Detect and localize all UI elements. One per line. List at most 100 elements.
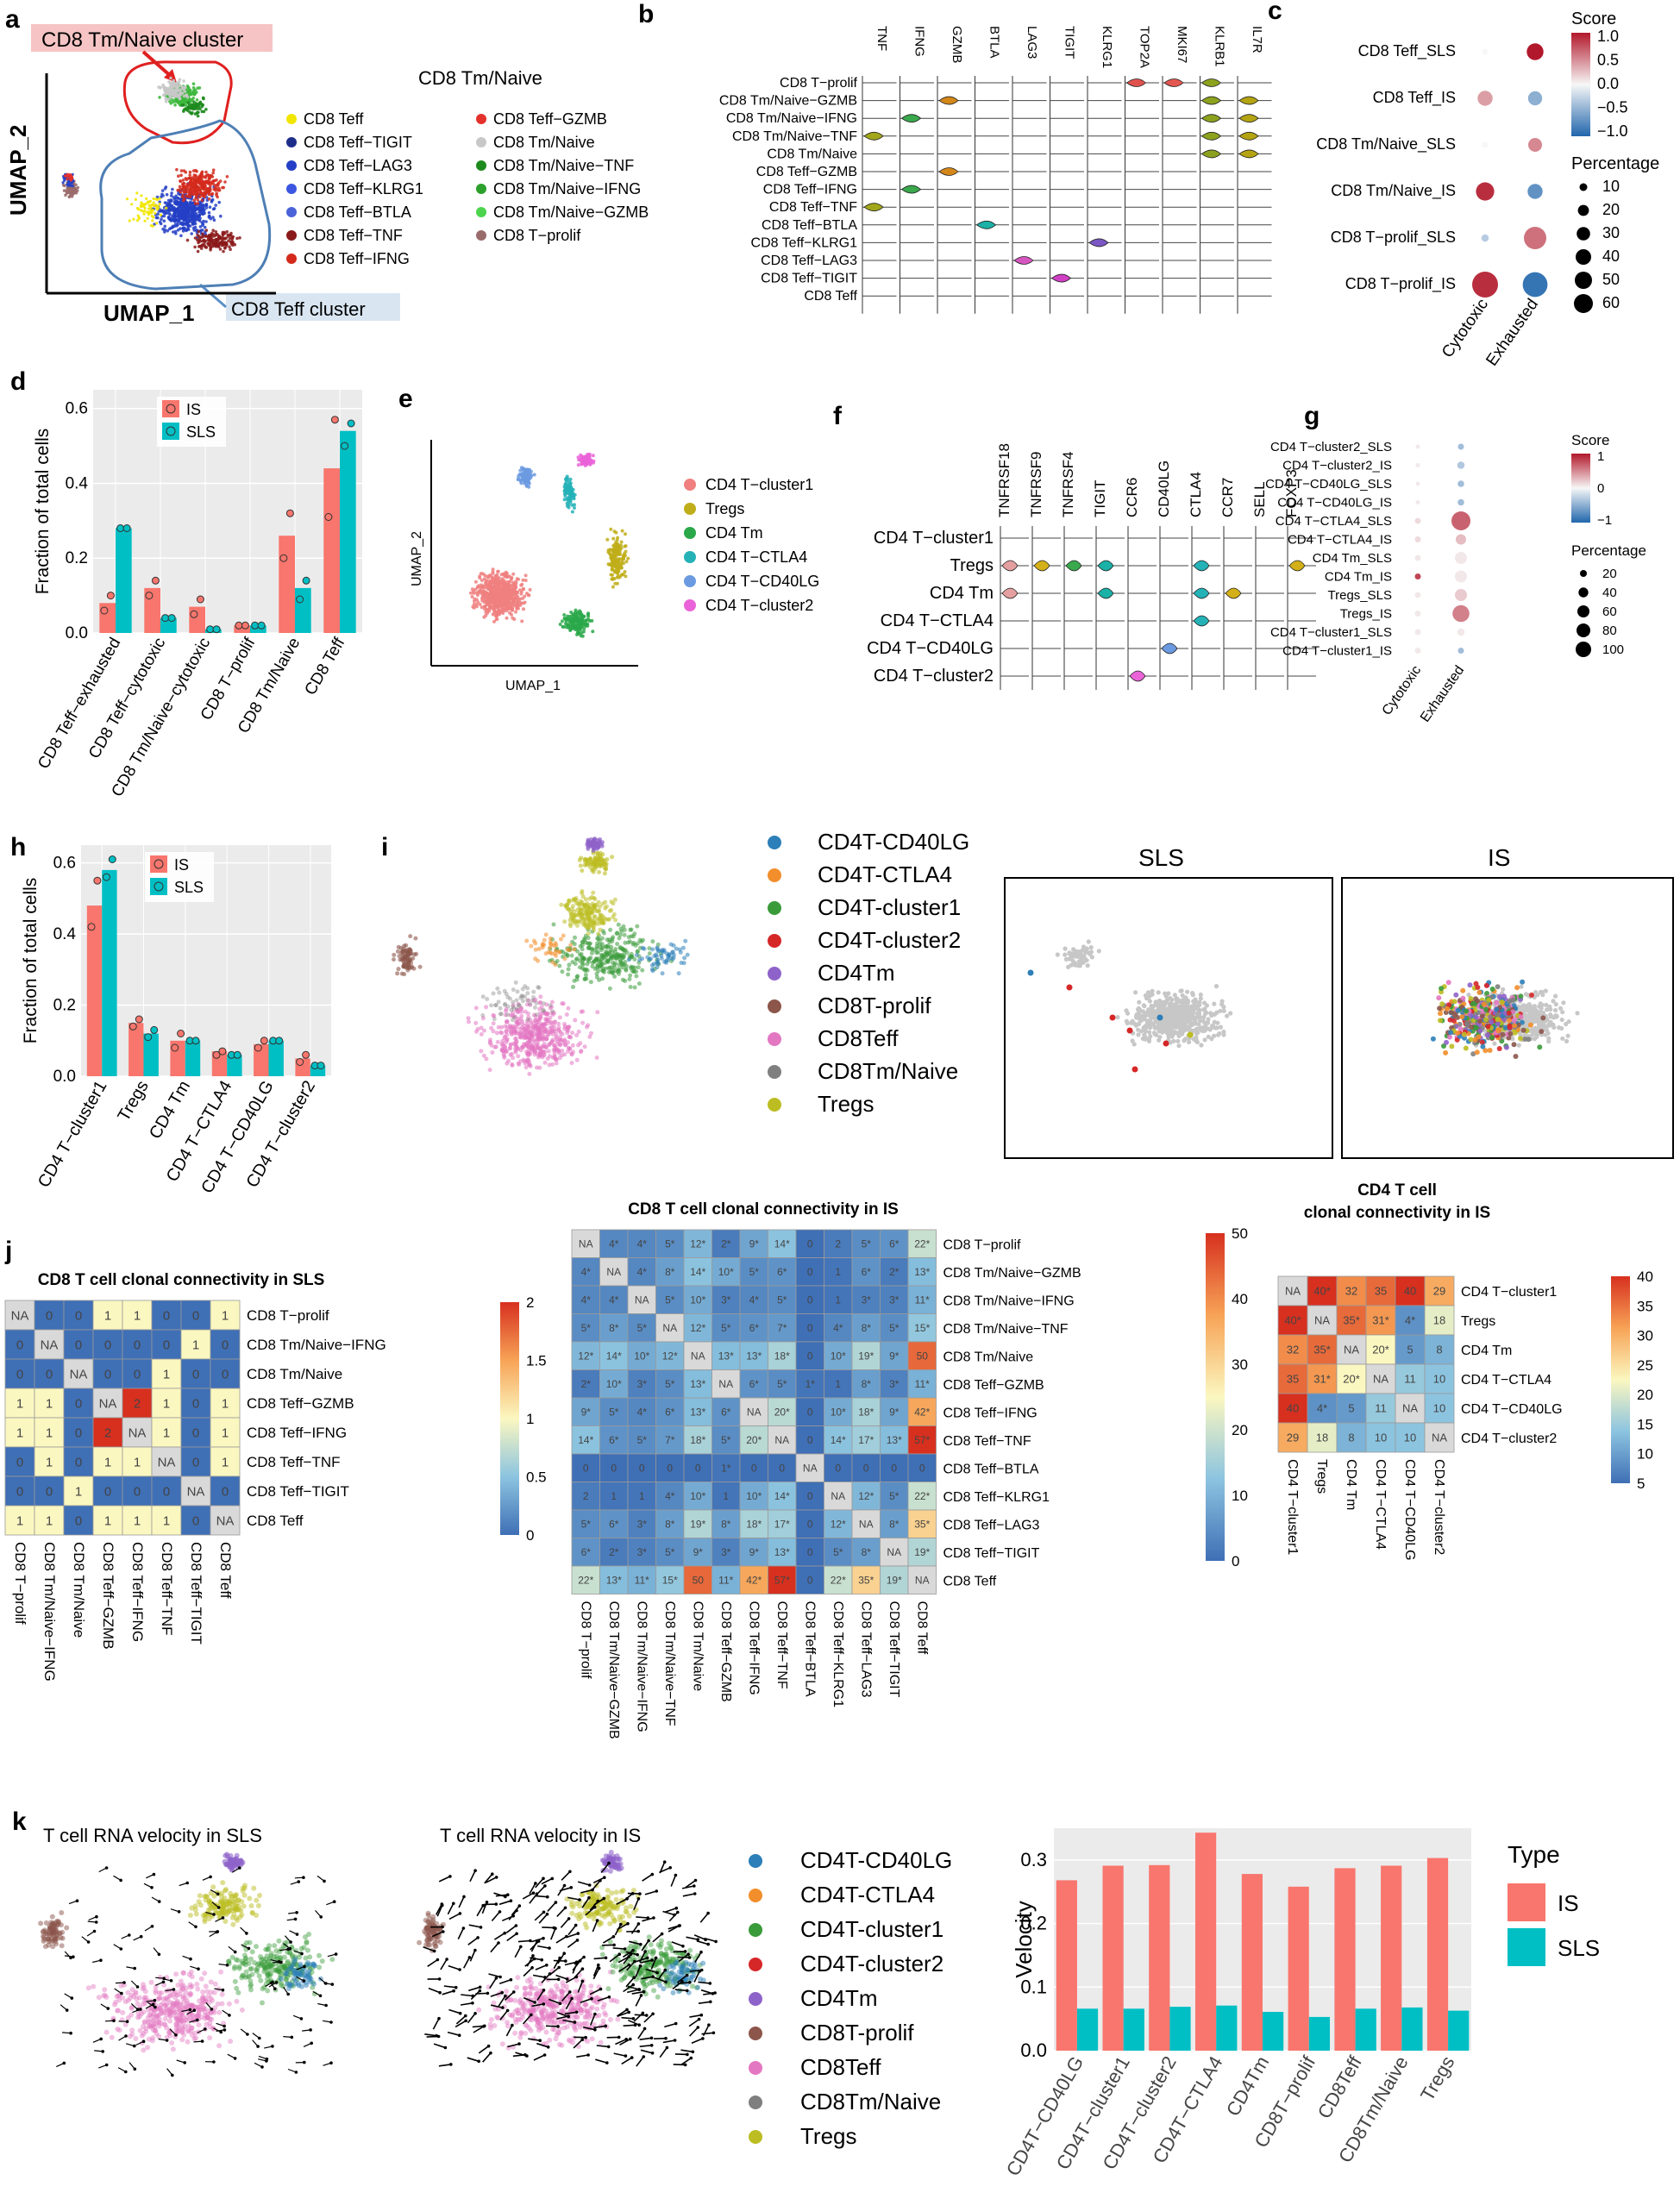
cell-point (604, 867, 609, 872)
cell-point (637, 957, 643, 962)
score-dot (1477, 91, 1493, 106)
cell-point (135, 219, 140, 222)
cell-point (564, 1012, 569, 1017)
cell-point (473, 599, 476, 604)
bar (250, 625, 266, 633)
cell-point (474, 603, 479, 607)
cell-point (180, 202, 184, 206)
cell-point (191, 82, 196, 85)
cell-point (576, 463, 580, 467)
cell-point (196, 114, 200, 118)
violin-shape (1193, 560, 1210, 572)
cell-point (197, 245, 201, 248)
cell-point (511, 591, 515, 595)
cell-point (635, 949, 640, 954)
cell-point (212, 187, 216, 191)
cell-point (645, 955, 650, 960)
cell-point (599, 842, 604, 847)
cell-point (400, 950, 405, 955)
cell-point (634, 953, 639, 957)
cell-point (604, 943, 609, 949)
cell-point (67, 195, 72, 199)
cell-point (179, 234, 183, 238)
cell-point (197, 229, 201, 234)
row-label: CD8 Teff_SLS (1358, 42, 1456, 60)
cell-point (536, 1036, 541, 1040)
cell-point (195, 91, 198, 94)
cell-point (566, 967, 571, 972)
cluster-label: CD8 Teff−IFNG (763, 183, 857, 197)
cell-point (68, 191, 72, 195)
cell-point (478, 576, 482, 580)
cell-point (193, 176, 197, 179)
cell-point (182, 190, 185, 193)
y-axis-label: UMAP_2 (410, 531, 424, 586)
legend-label: CD8 Teff−TIGIT (304, 134, 412, 151)
legend-label: CD8 Teff−GZMB (493, 110, 607, 128)
cell-point (580, 962, 586, 967)
cell-point (479, 1049, 484, 1054)
cell-point (209, 216, 213, 221)
cell-point (610, 573, 614, 577)
cell-point (527, 485, 531, 489)
cell-point (560, 619, 564, 623)
cell-point (197, 238, 202, 242)
cell-point (177, 174, 180, 178)
cell-point (160, 189, 165, 192)
cell-point (565, 952, 570, 957)
cell-point (202, 204, 206, 208)
replicate-point (341, 442, 349, 450)
legend-title: CD8 Tm/Naive (418, 67, 542, 89)
cell-point (620, 529, 624, 533)
cell-point (573, 1018, 578, 1023)
violin-shape (1050, 273, 1072, 283)
panel-f-violin: TNFRSF18 TNFRSF9 TNFRSF4 TIGIT CCR6 CD40LG CTL… (867, 443, 1316, 690)
cell-point (599, 942, 605, 947)
cell-point (171, 225, 174, 229)
cell-point (190, 215, 194, 218)
cell-point (162, 214, 166, 218)
cell-point (212, 235, 216, 238)
cell-point (618, 557, 622, 561)
cell-point (586, 844, 591, 849)
cell-point (546, 1049, 551, 1054)
violin-shape (1238, 96, 1259, 105)
cell-point (641, 937, 645, 943)
cell-point (489, 589, 492, 593)
legend-label: CD4 T−cluster2 (705, 597, 813, 614)
cell-point (225, 175, 229, 179)
cell-point (612, 897, 617, 902)
row-label: CD8 T−prolif_IS (1345, 275, 1456, 293)
row-label: CD8 Teff_IS (1373, 89, 1456, 107)
cell-point (484, 1005, 489, 1010)
legend-swatch (286, 254, 297, 264)
cell-point (573, 935, 577, 940)
cell-point (148, 200, 152, 204)
cell-point (489, 584, 493, 588)
y-tick-label: 0.6 (53, 855, 76, 873)
cell-point (158, 197, 161, 200)
row-label: Tregs_SLS (1328, 588, 1392, 603)
cell-point (414, 951, 419, 956)
cell-point (649, 967, 655, 972)
cell-point (505, 600, 509, 605)
violin-shape (1097, 560, 1114, 572)
cell-point (210, 200, 214, 204)
cell-point (554, 1061, 559, 1066)
cell-point (204, 191, 208, 194)
cell-point (624, 544, 628, 548)
cell-point (610, 855, 615, 860)
cell-point (497, 579, 500, 583)
cell-point (610, 562, 614, 566)
cell-point (214, 204, 217, 207)
cell-point (578, 609, 581, 613)
cell-point (189, 202, 192, 206)
score-tick: 1 (1597, 449, 1604, 464)
replicate-point (190, 610, 198, 618)
row-label: CD4 T−cluster2_IS (1282, 459, 1392, 473)
cell-point (521, 596, 525, 600)
violin-shape (1200, 131, 1222, 141)
cell-point (521, 1057, 526, 1062)
score-dot (1527, 184, 1543, 199)
